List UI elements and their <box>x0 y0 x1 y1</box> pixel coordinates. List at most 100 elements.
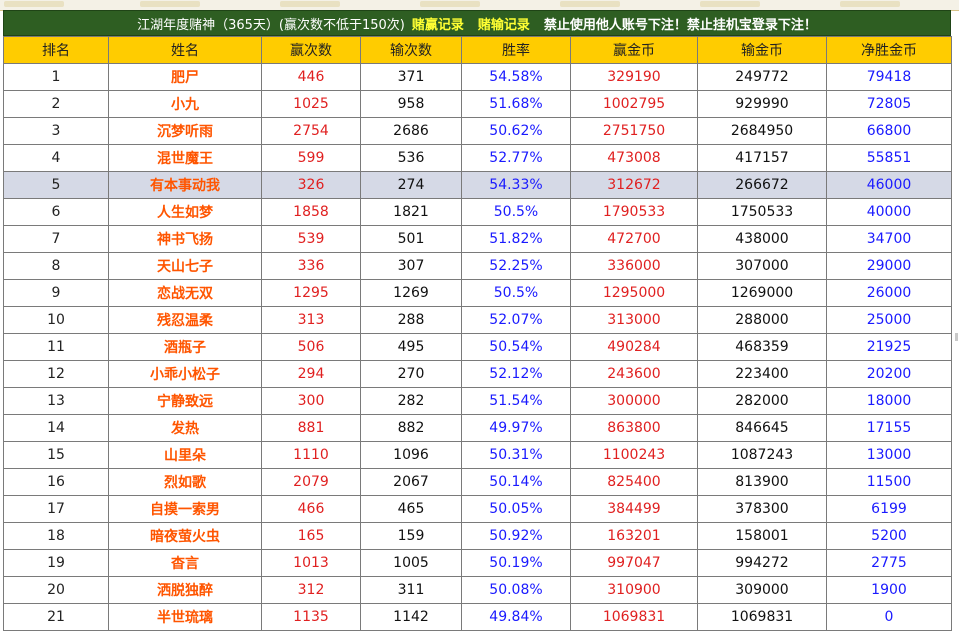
cell-coins-lost: 307000 <box>697 252 827 280</box>
table-row[interactable]: 8 天山七子 336 307 52.25% 336000 307000 29000 <box>3 252 952 280</box>
table-row[interactable]: 16 烈如歌 2079 2067 50.14% 825400 813900 11500 <box>3 468 952 496</box>
banner-warning: 禁止使用他人账号下注！禁止挂机宝登录下注！ <box>543 17 817 33</box>
cell-wins: 599 <box>261 144 361 172</box>
table-row[interactable]: 12 小乖小松子 294 270 52.12% 243600 223400 20200 <box>3 360 952 388</box>
table-row[interactable]: 5 有本事动我 326 274 54.33% 312672 266672 46000 <box>3 171 952 199</box>
cell-win-rate: 50.08% <box>461 576 571 604</box>
cell-wins: 336 <box>261 252 361 280</box>
header-rank: 排名 <box>3 36 109 64</box>
table-row[interactable]: 18 暗夜萤火虫 165 159 50.92% 163201 158001 5200 <box>3 522 952 550</box>
cell-losses: 1142 <box>360 603 462 631</box>
cell-losses: 495 <box>360 333 462 361</box>
cell-win-rate: 52.12% <box>461 360 571 388</box>
cell-win-rate: 50.5% <box>461 279 571 307</box>
cell-coins-lost: 249772 <box>697 63 827 91</box>
cell-coins-lost: 223400 <box>697 360 827 388</box>
cell-net-coins: 0 <box>826 603 952 631</box>
cell-rank: 16 <box>3 468 109 496</box>
cell-coins-won: 310900 <box>570 576 698 604</box>
cell-name: 混世魔王 <box>108 144 262 172</box>
cell-losses: 270 <box>360 360 462 388</box>
cell-coins-won: 1295000 <box>570 279 698 307</box>
cell-name: 自摸一索男 <box>108 495 262 523</box>
cell-rank: 12 <box>3 360 109 388</box>
cell-losses: 371 <box>360 63 462 91</box>
table-row[interactable]: 1 肥尸 446 371 54.58% 329190 249772 79418 <box>3 63 952 91</box>
cell-win-rate: 51.82% <box>461 225 571 253</box>
header-wins: 赢次数 <box>261 36 361 64</box>
cell-coins-won: 490284 <box>570 333 698 361</box>
cell-coins-won: 997047 <box>570 549 698 577</box>
cell-wins: 300 <box>261 387 361 415</box>
table-row[interactable]: 6 人生如梦 1858 1821 50.5% 1790533 1750533 40000 <box>3 198 952 226</box>
table-row[interactable]: 2 小九 1025 958 51.68% 1002795 929990 72805 <box>3 90 952 118</box>
cell-rank: 14 <box>3 414 109 442</box>
table-row[interactable]: 20 洒脱独醉 312 311 50.08% 310900 309000 1900 <box>3 576 952 604</box>
cell-rank: 17 <box>3 495 109 523</box>
cell-wins: 506 <box>261 333 361 361</box>
cell-losses: 1821 <box>360 198 462 226</box>
table-row[interactable]: 9 恋战无双 1295 1269 50.5% 1295000 1269000 26000 <box>3 279 952 307</box>
table-row[interactable]: 3 沉梦听雨 2754 2686 50.62% 2751750 2684950 66800 <box>3 117 952 145</box>
cell-rank: 10 <box>3 306 109 334</box>
win-record-link[interactable]: 赌赢记录 <box>411 17 464 33</box>
cell-coins-won: 336000 <box>570 252 698 280</box>
cell-net-coins: 17155 <box>826 414 952 442</box>
cell-win-rate: 50.62% <box>461 117 571 145</box>
cell-losses: 288 <box>360 306 462 334</box>
cell-wins: 165 <box>261 522 361 550</box>
table-row[interactable]: 4 混世魔王 599 536 52.77% 473008 417157 55851 <box>3 144 952 172</box>
cell-net-coins: 40000 <box>826 198 952 226</box>
cell-coins-won: 2751750 <box>570 117 698 145</box>
cell-losses: 159 <box>360 522 462 550</box>
cell-coins-lost: 1750533 <box>697 198 827 226</box>
lose-record-link[interactable]: 赌输记录 <box>477 17 530 33</box>
table-row[interactable]: 11 酒瓶子 506 495 50.54% 490284 468359 21925 <box>3 333 952 361</box>
cell-losses: 882 <box>360 414 462 442</box>
cell-net-coins: 25000 <box>826 306 952 334</box>
cell-coins-won: 384499 <box>570 495 698 523</box>
cell-wins: 881 <box>261 414 361 442</box>
scrollbar-mark[interactable] <box>955 333 958 341</box>
cell-wins: 294 <box>261 360 361 388</box>
cell-name: 小九 <box>108 90 262 118</box>
cell-wins: 2079 <box>261 468 361 496</box>
cell-net-coins: 1900 <box>826 576 952 604</box>
cell-coins-lost: 282000 <box>697 387 827 415</box>
cell-name: 杳言 <box>108 549 262 577</box>
cell-name: 发热 <box>108 414 262 442</box>
cell-losses: 2067 <box>360 468 462 496</box>
cell-rank: 5 <box>3 171 109 199</box>
cell-win-rate: 54.33% <box>461 171 571 199</box>
cell-coins-lost: 288000 <box>697 306 827 334</box>
cell-wins: 326 <box>261 171 361 199</box>
cell-coins-lost: 378300 <box>697 495 827 523</box>
table-row[interactable]: 19 杳言 1013 1005 50.19% 997047 994272 2775 <box>3 549 952 577</box>
cell-wins: 2754 <box>261 117 361 145</box>
header-net-coins: 净胜金币 <box>826 36 952 64</box>
header-coins-won: 赢金币 <box>570 36 698 64</box>
cell-coins-won: 329190 <box>570 63 698 91</box>
cell-rank: 13 <box>3 387 109 415</box>
cell-coins-lost: 929990 <box>697 90 827 118</box>
cell-rank: 3 <box>3 117 109 145</box>
cell-coins-lost: 2684950 <box>697 117 827 145</box>
cell-net-coins: 21925 <box>826 333 952 361</box>
cell-net-coins: 55851 <box>826 144 952 172</box>
table-row[interactable]: 7 神书飞扬 539 501 51.82% 472700 438000 34700 <box>3 225 952 253</box>
cell-coins-lost: 1087243 <box>697 441 827 469</box>
table-row[interactable]: 15 山里朵 1110 1096 50.31% 1100243 1087243 13000 <box>3 441 952 469</box>
table-row[interactable]: 17 自摸一索男 466 465 50.05% 384499 378300 6199 <box>3 495 952 523</box>
cell-win-rate: 52.07% <box>461 306 571 334</box>
table-row[interactable]: 14 发热 881 882 49.97% 863800 846645 17155 <box>3 414 952 442</box>
cell-rank: 8 <box>3 252 109 280</box>
cell-name: 宁静致远 <box>108 387 262 415</box>
cell-losses: 501 <box>360 225 462 253</box>
cell-net-coins: 6199 <box>826 495 952 523</box>
cell-wins: 313 <box>261 306 361 334</box>
table-row[interactable]: 10 残忍温柔 313 288 52.07% 313000 288000 25000 <box>3 306 952 334</box>
table-row[interactable]: 13 宁静致远 300 282 51.54% 300000 282000 18000 <box>3 387 952 415</box>
cell-losses: 2686 <box>360 117 462 145</box>
table-row[interactable]: 21 半世琉璃 1135 1142 49.84% 1069831 1069831 0 <box>3 603 952 631</box>
cell-coins-lost: 994272 <box>697 549 827 577</box>
